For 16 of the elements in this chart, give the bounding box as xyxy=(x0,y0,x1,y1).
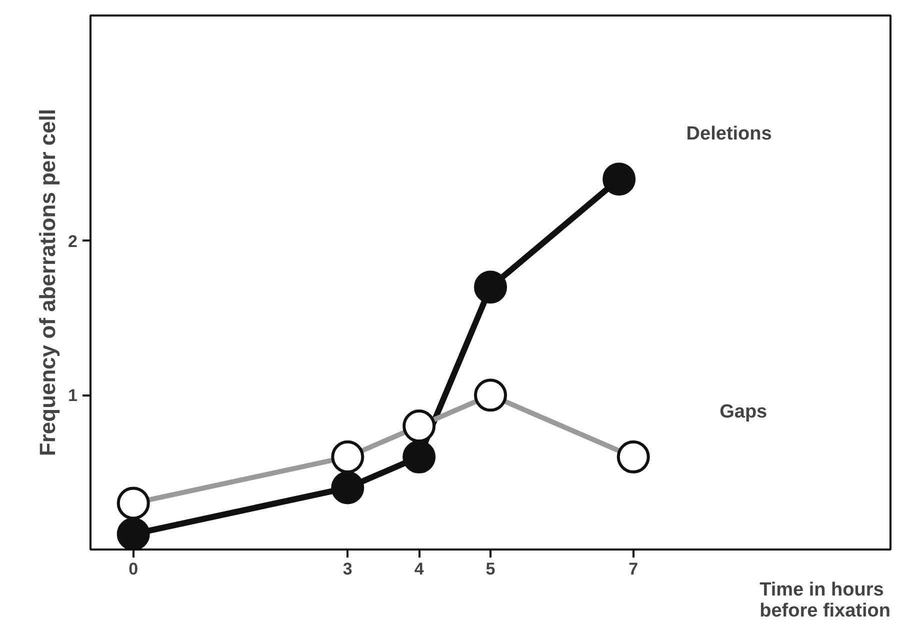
x-tick-label: 3 xyxy=(342,560,352,578)
x-axis-title: Time in hours before fixation xyxy=(760,580,891,621)
point xyxy=(602,162,636,196)
x-tick-label: 0 xyxy=(128,560,138,578)
point xyxy=(116,518,150,550)
y-tick-label: 2 xyxy=(68,232,78,251)
x-tick-label: 5 xyxy=(486,560,496,578)
text: Deletions xyxy=(686,124,772,145)
x-tick-label: 4 xyxy=(414,560,424,578)
text: Gaps xyxy=(720,401,768,422)
point xyxy=(474,270,507,304)
y-axis-title: Frequency of aberrations per cell xyxy=(35,108,60,456)
point xyxy=(331,471,364,504)
point xyxy=(402,440,436,474)
x-tick-label: 7 xyxy=(628,560,638,578)
y-tick-label: 1 xyxy=(68,386,78,406)
